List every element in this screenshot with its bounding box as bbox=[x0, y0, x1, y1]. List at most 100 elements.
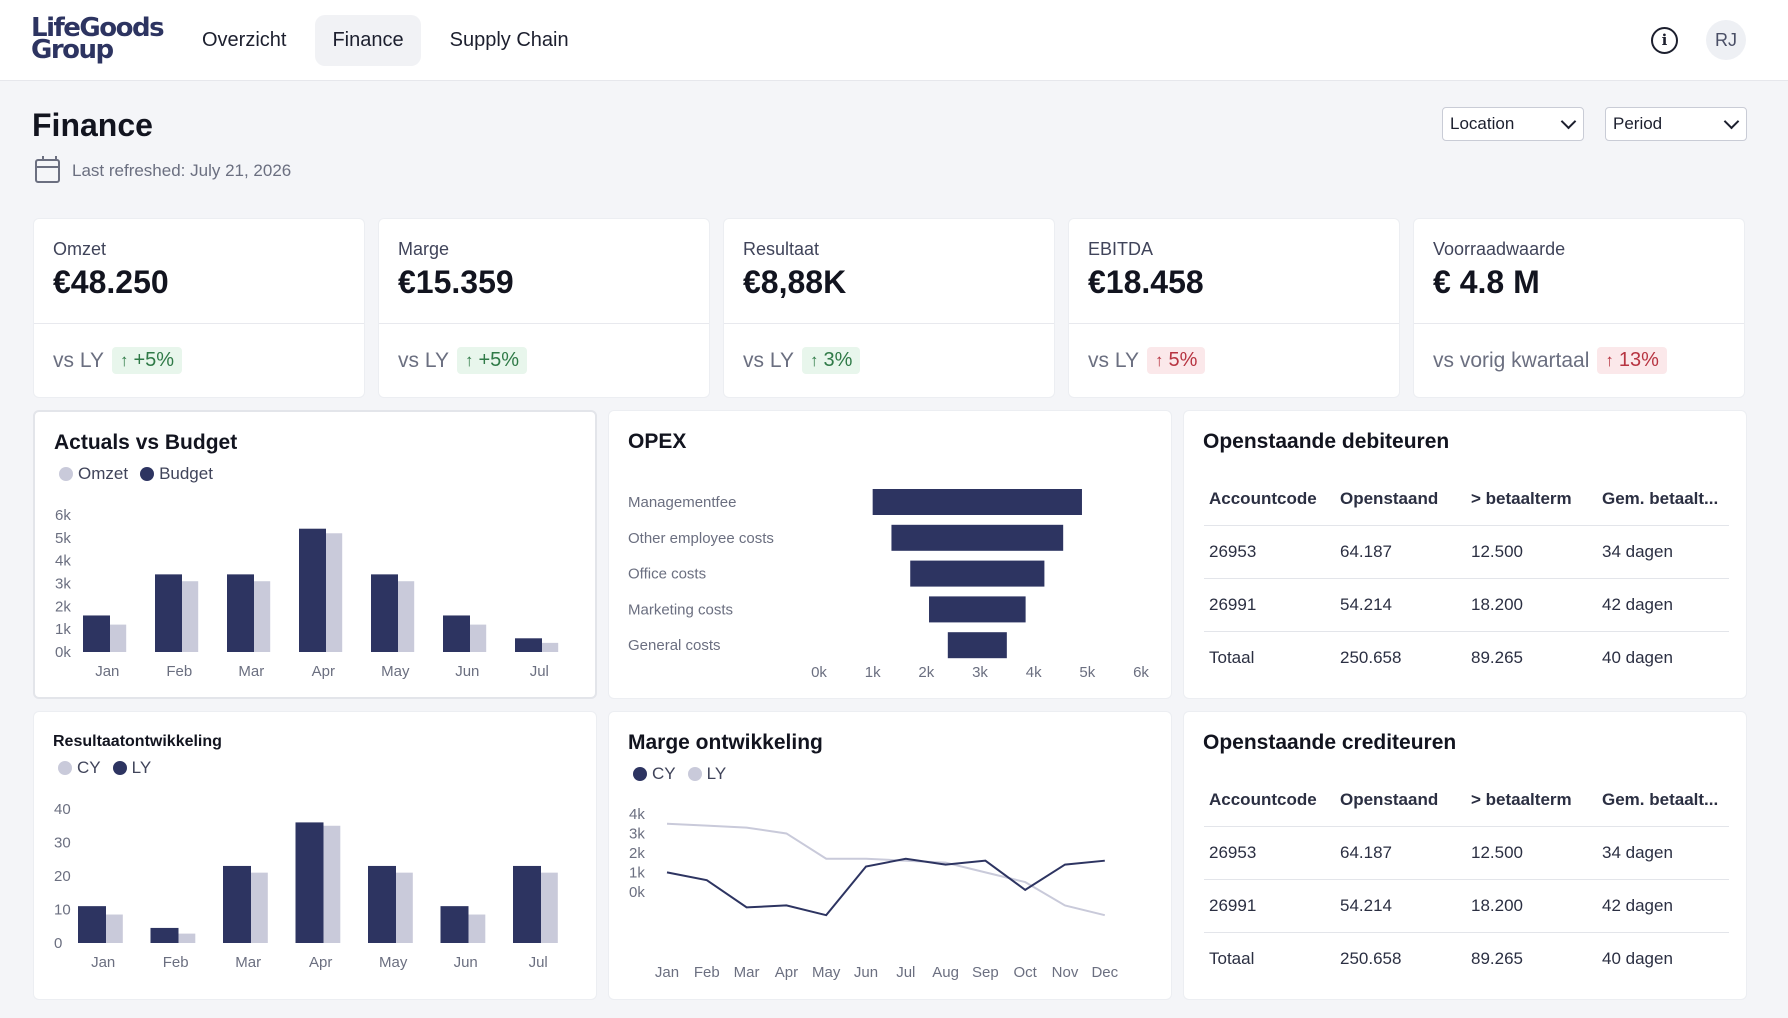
kpi-card-resultaat: Resultaat €8,88K vs LY ↑ 3% bbox=[723, 218, 1055, 398]
category-label: Marketing costs bbox=[628, 601, 733, 618]
column-header[interactable]: Openstaand bbox=[1335, 473, 1466, 526]
x-tick-label: Mar bbox=[734, 964, 760, 981]
kpi-value: €8,88K bbox=[743, 264, 847, 300]
column-header[interactable]: Gem. betaalt... bbox=[1597, 473, 1729, 526]
legend-item-cy[interactable]: CY bbox=[633, 764, 676, 784]
kpi-compare-label: vs LY bbox=[743, 348, 794, 372]
kpi-card-marge: Marge €15.359 vs LY ↑ +5% bbox=[378, 218, 710, 398]
table-cell: 40 dagen bbox=[1602, 948, 1673, 968]
x-tick-label: May bbox=[381, 663, 410, 680]
last-refreshed: Last refreshed: July 21, 2026 bbox=[35, 156, 292, 183]
y-tick-label: 20 bbox=[54, 868, 71, 885]
kpi-label: Omzet bbox=[53, 239, 107, 259]
line-ly bbox=[666, 822, 1106, 917]
delta-value: 3% bbox=[823, 349, 853, 371]
table-row-total[interactable]: Totaal 250.658 89.265 40 dagen bbox=[1204, 631, 1729, 684]
legend-dot bbox=[58, 761, 72, 775]
table-row[interactable]: 26991 54.214 18.200 42 dagen bbox=[1204, 578, 1729, 632]
location-select[interactable]: Location bbox=[1442, 107, 1584, 141]
company-logo[interactable]: LifeGoods Group bbox=[31, 15, 165, 63]
column-header[interactable]: Accountcode bbox=[1204, 473, 1335, 526]
last-refreshed-text: Last refreshed: July 21, 2026 bbox=[72, 161, 292, 180]
legend-dot bbox=[687, 767, 702, 781]
bar-ly bbox=[440, 906, 469, 943]
chart-title: Marge ontwikkeling bbox=[628, 731, 823, 754]
bar-omzet bbox=[531, 642, 559, 652]
y-tick-label: 0k bbox=[629, 884, 645, 901]
table-header-row: Accountcode Openstaand > betaalterm Gem.… bbox=[1204, 473, 1729, 526]
x-tick-label: Oct bbox=[1014, 964, 1038, 981]
x-tick-label: Aug bbox=[932, 964, 959, 981]
column-header[interactable]: Openstaand bbox=[1335, 774, 1466, 827]
legend-item-omzet[interactable]: Omzet bbox=[59, 464, 128, 484]
bar-budget bbox=[443, 615, 470, 652]
arrow-up-icon: ↑ bbox=[1154, 350, 1164, 370]
legend-dot bbox=[112, 761, 127, 775]
table-row[interactable]: 26953 64.187 12.500 34 dagen bbox=[1204, 525, 1729, 579]
column-header[interactable]: Accountcode bbox=[1204, 774, 1335, 827]
bar-budget bbox=[227, 574, 254, 652]
delta-value: +5% bbox=[133, 349, 175, 371]
legend-label: LY bbox=[706, 764, 727, 783]
chart-legend: Omzet Budget bbox=[59, 464, 213, 484]
kpi-card-voorraadwaarde: Voorraadwaarde € 4.8 M vs vorig kwartaal… bbox=[1413, 218, 1745, 398]
y-tick-label: 6k bbox=[55, 507, 71, 524]
opex-bar bbox=[929, 596, 1026, 623]
y-tick-label: 1k bbox=[629, 864, 645, 881]
x-tick-label: Mar bbox=[238, 663, 264, 680]
table-row-total[interactable]: Totaal 250.658 89.265 40 dagen bbox=[1204, 932, 1729, 985]
delta-value: 5% bbox=[1168, 349, 1198, 371]
crediteuren-table: Accountcode Openstaand > betaalterm Gem.… bbox=[1204, 774, 1729, 985]
arrow-up-icon: ↑ bbox=[464, 350, 474, 370]
x-tick-label: Mar bbox=[235, 954, 261, 971]
x-tick-label: May bbox=[812, 964, 841, 981]
legend-item-budget[interactable]: Budget bbox=[140, 464, 213, 484]
arrow-up-icon: ↑ bbox=[119, 350, 129, 370]
nav-supply-chain[interactable]: Supply Chain bbox=[449, 29, 569, 51]
kpi-card-omzet: Omzet €48.250 vs LY ↑ +5% bbox=[33, 218, 365, 398]
category-label: Other employee costs bbox=[628, 530, 774, 547]
column-header[interactable]: > betaalterm bbox=[1466, 473, 1597, 526]
legend-item-cy[interactable]: CY bbox=[58, 758, 101, 778]
kpi-label: Voorraadwaarde bbox=[1433, 239, 1566, 259]
chart-legend: CY LY bbox=[58, 758, 151, 778]
avatar[interactable]: RJ bbox=[1706, 20, 1746, 60]
x-tick-label: Apr bbox=[309, 954, 332, 971]
legend-item-ly[interactable]: LY bbox=[687, 764, 727, 784]
x-tick-label: Dec bbox=[1091, 964, 1118, 981]
legend-dot bbox=[140, 467, 155, 481]
info-icon[interactable]: i bbox=[1651, 27, 1678, 54]
table-cell: 89.265 bbox=[1471, 948, 1523, 968]
kpi-value: €48.250 bbox=[53, 264, 169, 300]
nav-overzicht[interactable]: Overzicht bbox=[202, 29, 287, 51]
opex-chart: Managementfee Other employee costs Office … bbox=[628, 489, 1149, 681]
x-tick-label: Sep bbox=[972, 964, 999, 981]
kpi-comparison: vs LY ↑ +5% bbox=[53, 347, 183, 374]
x-tick-label: 0k bbox=[811, 664, 827, 681]
y-tick-label: 0k bbox=[55, 644, 71, 661]
debiteuren-table: Accountcode Openstaand > betaalterm Gem.… bbox=[1204, 473, 1729, 684]
x-tick-label: 3k bbox=[972, 664, 988, 681]
table-row[interactable]: 26991 54.214 18.200 42 dagen bbox=[1204, 879, 1729, 933]
table-row[interactable]: 26953 64.187 12.500 34 dagen bbox=[1204, 826, 1729, 880]
legend-dot bbox=[633, 767, 647, 781]
page-title: Finance bbox=[32, 107, 153, 143]
legend-item-ly[interactable]: LY bbox=[112, 758, 151, 778]
x-tick-label: 4k bbox=[1026, 664, 1042, 681]
table-cell: 18.200 bbox=[1466, 879, 1597, 933]
table-cell: 12.500 bbox=[1466, 525, 1597, 579]
column-header[interactable]: Gem. betaalt... bbox=[1597, 774, 1729, 827]
delta-badge: ↑ 5% bbox=[1146, 347, 1206, 374]
arrow-up-icon: ↑ bbox=[1605, 350, 1614, 370]
table-cell: Totaal bbox=[1209, 948, 1255, 968]
period-select[interactable]: Period bbox=[1605, 107, 1747, 141]
column-header[interactable]: > betaalterm bbox=[1466, 774, 1597, 827]
kpi-comparison: vs LY ↑ +5% bbox=[398, 347, 528, 374]
line-cy bbox=[666, 857, 1105, 917]
nav-finance[interactable]: Finance bbox=[315, 15, 421, 66]
kpi-comparison: vs LY ↑ 5% bbox=[1088, 347, 1206, 374]
bar-budget bbox=[299, 528, 326, 652]
table-cell: 34 dagen bbox=[1597, 826, 1729, 880]
bar-ly bbox=[368, 865, 396, 943]
table-cell: 42 dagen bbox=[1597, 578, 1729, 632]
